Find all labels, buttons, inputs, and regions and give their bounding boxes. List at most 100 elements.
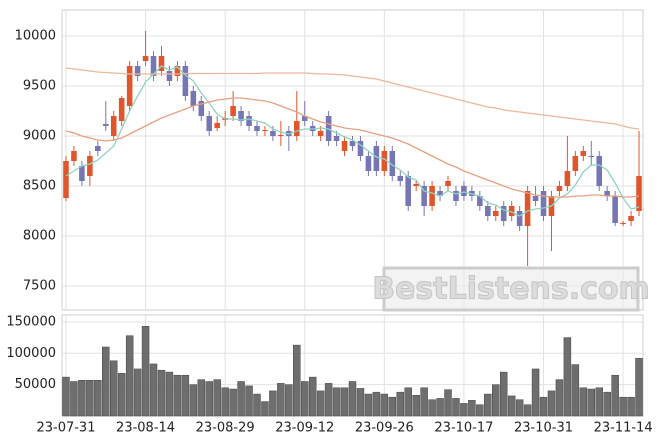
volume-bar	[181, 374, 190, 417]
volume-bar	[539, 396, 548, 417]
volume-bar	[476, 404, 484, 417]
candle-body	[556, 186, 563, 191]
candle-body	[485, 206, 491, 216]
candle-body	[365, 156, 372, 171]
volume-bar	[555, 379, 564, 417]
candle-body	[596, 156, 603, 186]
candle-body	[580, 151, 587, 156]
volume-bar	[293, 344, 301, 417]
candle-body	[349, 141, 356, 146]
candle-body	[477, 196, 483, 206]
volume-bar	[619, 396, 627, 417]
candle-body	[95, 146, 101, 151]
volume-bar	[635, 358, 643, 417]
volume-bar	[531, 368, 540, 417]
volume-bar	[428, 399, 436, 417]
y-tick-label: 9000	[23, 129, 56, 144]
candle-body	[166, 71, 173, 81]
volume-bar	[356, 388, 365, 417]
candle-body	[214, 123, 220, 128]
candle-body	[381, 151, 388, 171]
candle-body	[453, 191, 459, 201]
volume-bar	[110, 360, 118, 417]
candle-body	[270, 131, 276, 136]
volume-bar	[316, 390, 325, 417]
candle-body	[333, 136, 340, 141]
volume-bar	[237, 381, 245, 417]
candle-body	[118, 98, 125, 121]
volume-bar	[380, 393, 389, 417]
moving-average-line	[65, 97, 640, 198]
volume-bar	[563, 337, 572, 417]
candle-body	[357, 141, 364, 156]
volume-bar	[205, 381, 213, 417]
volume-bar	[62, 376, 70, 417]
volume-bar	[141, 326, 150, 417]
candle-body	[405, 176, 411, 206]
volume-bar	[460, 403, 468, 417]
candle-body	[206, 116, 213, 131]
candle-body	[142, 56, 149, 61]
candle-body	[604, 191, 610, 196]
candle-body	[461, 186, 467, 196]
candle-body	[373, 146, 380, 171]
candle-body	[524, 191, 531, 226]
volume-bar	[245, 385, 253, 417]
y-tick-label: 10000	[15, 29, 56, 44]
x-tick-label: 23-09-12	[275, 421, 334, 436]
volume-bar	[277, 383, 285, 417]
volume-bar	[157, 369, 166, 417]
candle-body	[628, 216, 634, 221]
volume-bar	[285, 384, 293, 417]
volume-bar	[197, 379, 206, 417]
candle-body	[150, 56, 157, 76]
volume-bar	[221, 387, 229, 417]
volume-bar	[86, 379, 94, 417]
volume-bar	[515, 399, 524, 417]
volume-bar	[324, 383, 333, 417]
volume-bar	[420, 387, 428, 417]
volume-bar	[332, 387, 341, 417]
y-tick-label: 8000	[23, 229, 56, 244]
volume-bar	[78, 379, 86, 417]
candle-body	[198, 101, 205, 116]
volume-bar	[579, 387, 588, 417]
candle-body	[540, 191, 547, 216]
volume-bar	[388, 396, 397, 417]
candle-body	[413, 184, 419, 186]
volume-bar	[404, 387, 412, 417]
x-tick-label: 23-08-14	[116, 421, 175, 436]
volume-bar	[149, 363, 158, 417]
volume-bar	[213, 379, 221, 417]
volume-bar	[468, 400, 476, 417]
candle-body	[612, 196, 618, 223]
moving-average-line	[65, 65, 640, 217]
volume-bar	[587, 388, 595, 417]
candle-body	[262, 130, 268, 131]
candle-body	[500, 206, 507, 221]
candle-body	[317, 131, 324, 136]
candle-body	[278, 135, 284, 136]
volume-bar	[452, 398, 460, 417]
watermark: BestListens.com	[372, 272, 650, 307]
volume-bar	[70, 381, 78, 417]
candle-body	[190, 91, 197, 106]
volume-bar	[571, 364, 580, 417]
candle-body	[620, 223, 626, 224]
candle-body	[532, 196, 539, 201]
candle-body	[437, 191, 443, 196]
volume-bar	[94, 379, 102, 417]
volume-tick-label: 150000	[6, 314, 56, 329]
volume-bar	[269, 390, 277, 417]
volume-bar	[507, 395, 516, 417]
candle-body	[421, 186, 427, 206]
candle-body	[134, 66, 141, 76]
volume-bar	[484, 393, 492, 417]
volume-bar	[125, 335, 134, 417]
candle-body	[158, 56, 165, 71]
volume-bar	[261, 401, 269, 417]
volume-bar	[444, 389, 452, 417]
volume-bar	[627, 396, 635, 417]
volume-bar	[436, 398, 444, 417]
candle-body	[588, 156, 595, 157]
